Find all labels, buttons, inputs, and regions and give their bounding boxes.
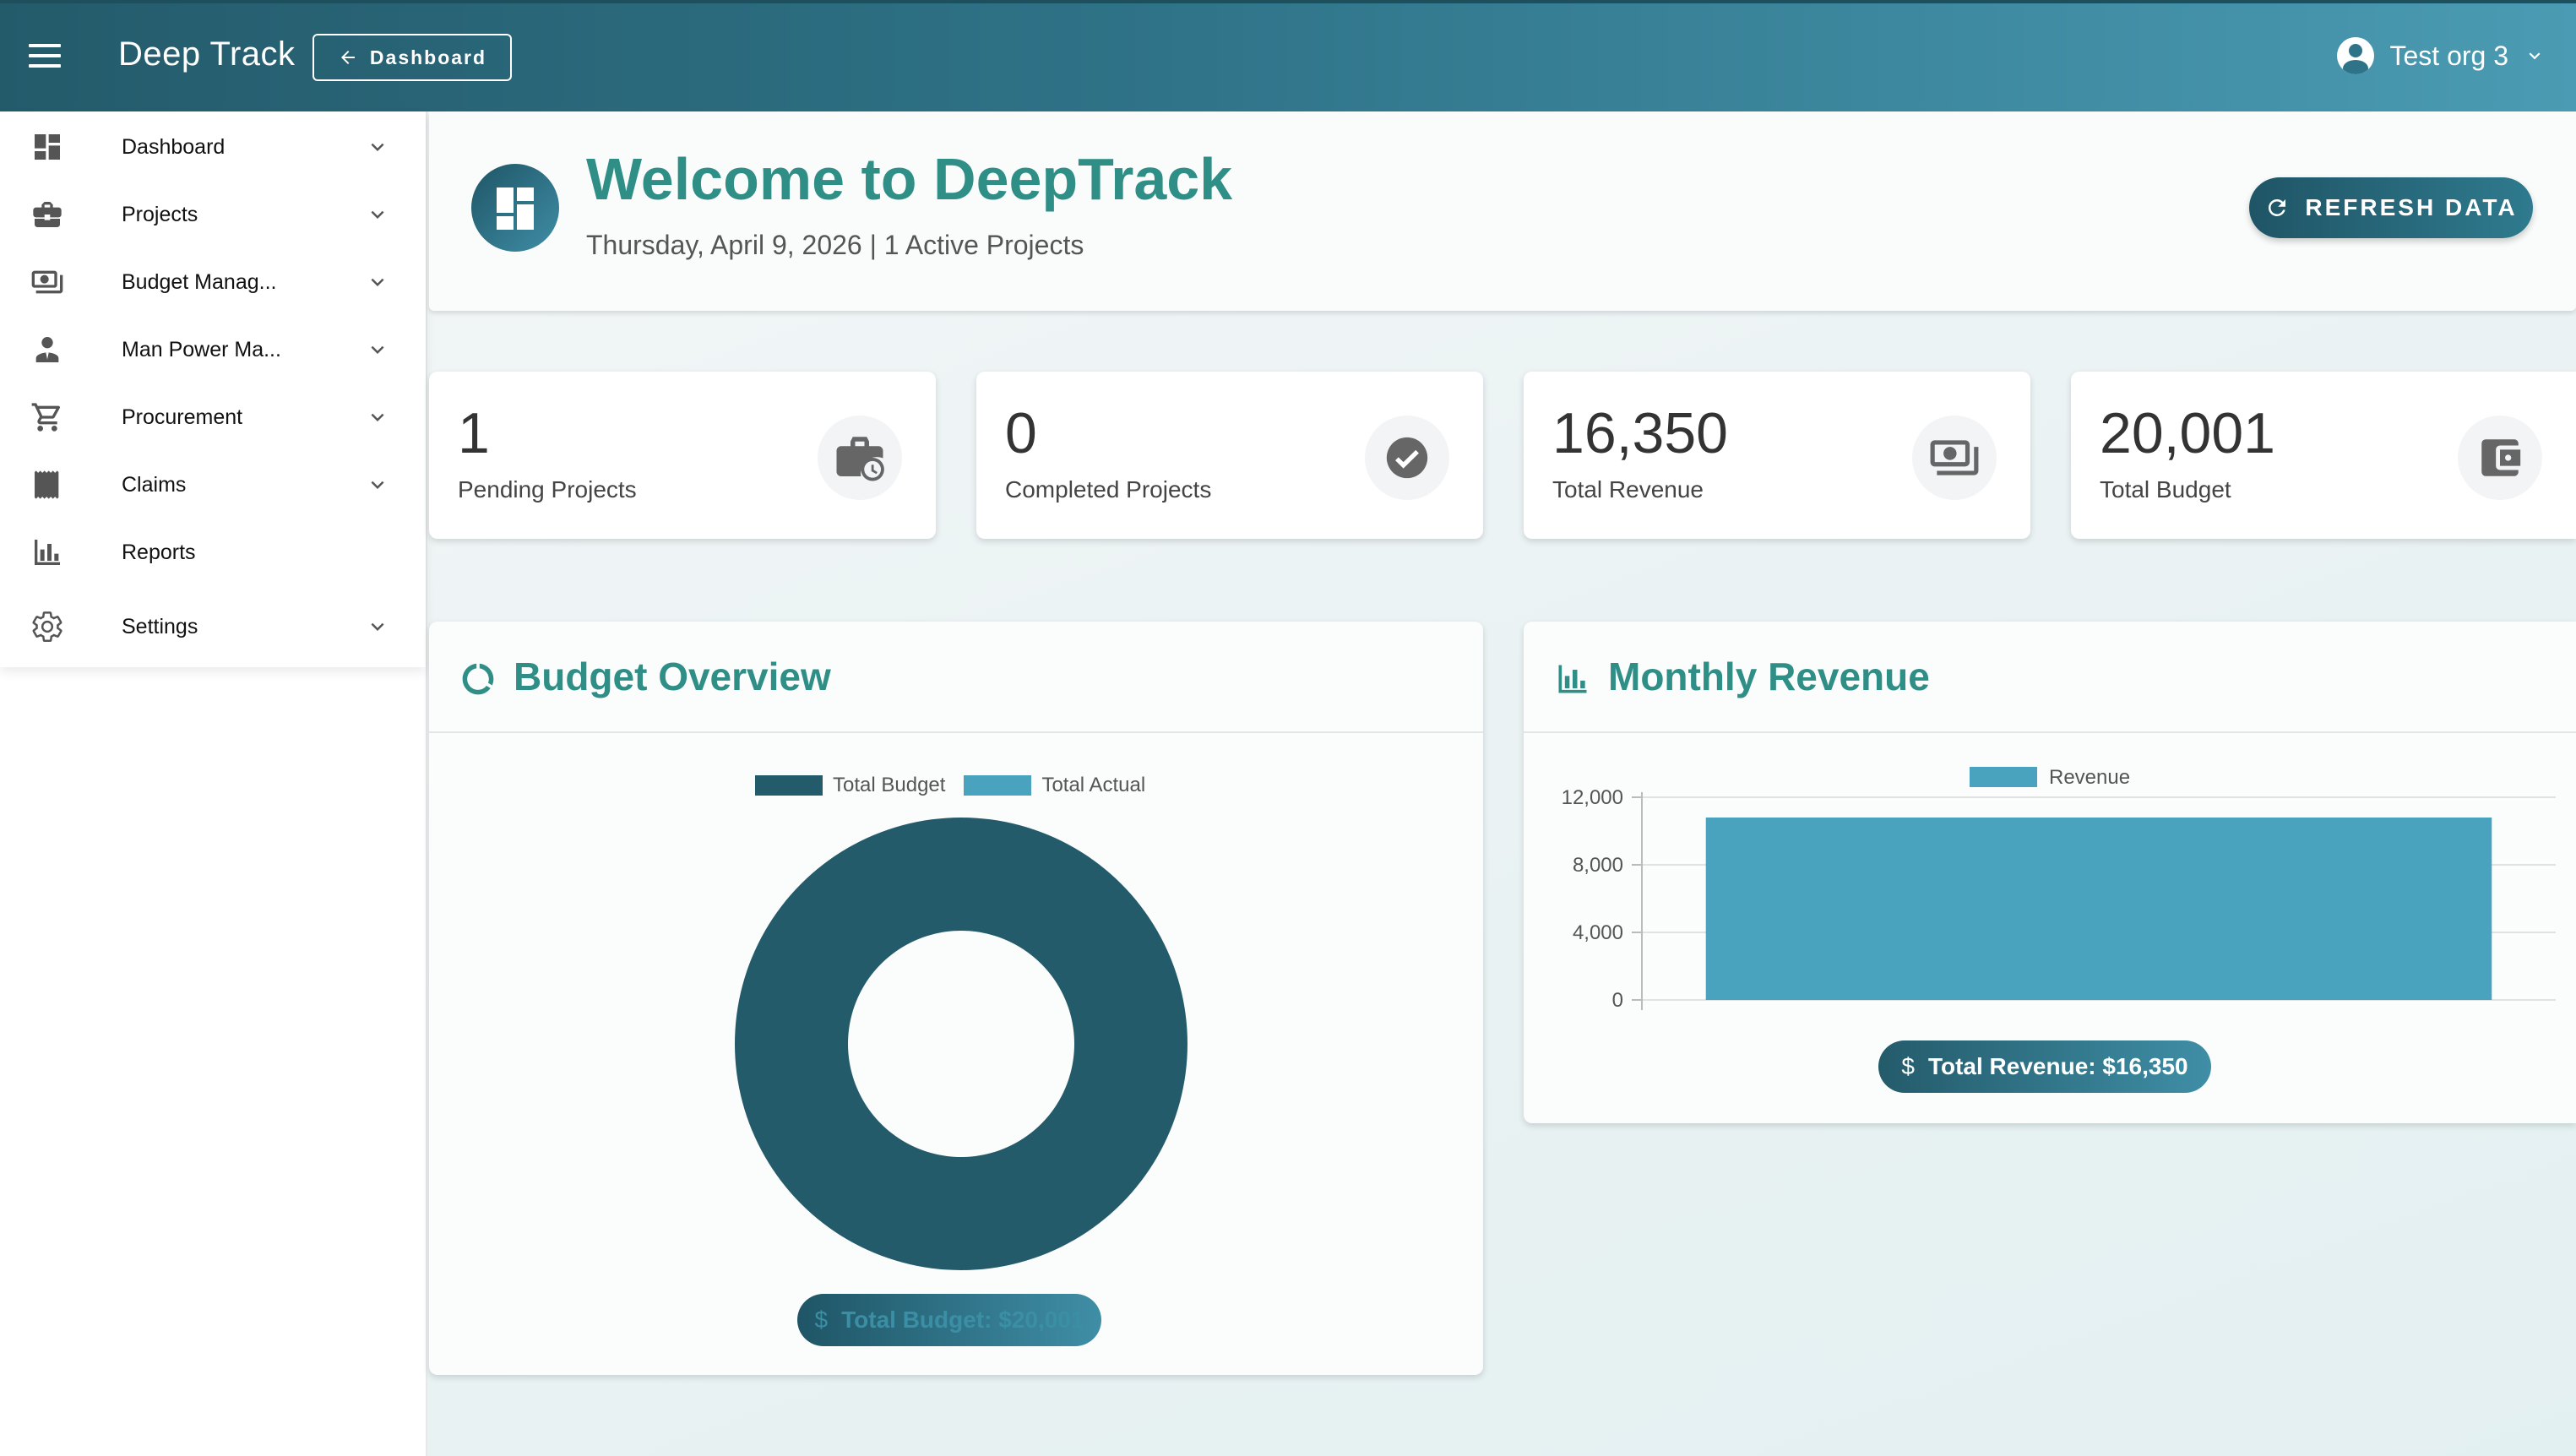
- cart-icon: [30, 400, 64, 434]
- sidebar-item-label: Settings: [122, 614, 198, 638]
- stat-value: 1: [458, 401, 490, 465]
- stat-label: Total Budget: [2100, 476, 2231, 503]
- gear-icon: [30, 610, 64, 644]
- y-tick-label: 8,000: [1573, 854, 1623, 877]
- sidebar-item-dashboard[interactable]: Dashboard: [0, 113, 426, 181]
- panel-header: Budget Overview: [429, 622, 1483, 733]
- wallet-icon: [2458, 416, 2542, 500]
- donut-chart-icon: [462, 663, 494, 695]
- total-budget-label: Total Budget: $20,001: [841, 1307, 1084, 1333]
- legend-label: Revenue: [2049, 766, 2130, 789]
- account-circle-icon: [2337, 37, 2375, 74]
- budget-donut-chart: [734, 818, 1187, 1270]
- sidebar-item-budget-management[interactable]: Budget Manag...: [0, 248, 426, 316]
- chart-legend: Revenue: [1970, 766, 2130, 789]
- sidebar-item-label: Man Power Ma...: [122, 337, 281, 361]
- stat-card-total-budget: 20,001 Total Budget: [2071, 372, 2576, 539]
- person-icon: [30, 333, 64, 367]
- dashboard-badge: [471, 164, 559, 252]
- briefcase-icon: [30, 198, 64, 231]
- chevron-down-icon[interactable]: [365, 134, 390, 160]
- stat-card-completed-projects: 0 Completed Projects: [976, 372, 1483, 539]
- menu-icon[interactable]: [29, 44, 61, 69]
- panel-title: Budget Overview: [514, 655, 831, 698]
- arrow-left-icon: [340, 51, 355, 64]
- sidebar-item-label: Procurement: [122, 405, 243, 429]
- chart-legend: Total Budget Total Actual: [755, 774, 1145, 797]
- sidebar-item-label: Claims: [122, 472, 187, 497]
- sidebar-item-projects[interactable]: Projects: [0, 181, 426, 248]
- sidebar-item-claims[interactable]: Claims: [0, 451, 426, 519]
- dollar-icon: $: [814, 1307, 829, 1333]
- user-menu[interactable]: Test org 3: [2337, 37, 2546, 74]
- briefcase-clock-icon: [818, 416, 902, 500]
- sidebar: Dashboard Projects Budget Manag... Man P…: [0, 111, 427, 1456]
- check-circle-icon: [1365, 416, 1449, 500]
- sidebar-item-man-power-management[interactable]: Man Power Ma...: [0, 316, 426, 383]
- bar-chart-icon: [30, 535, 64, 569]
- panel-header: Monthly Revenue: [1524, 622, 2576, 733]
- sidebar-item-label: Projects: [122, 202, 198, 226]
- sidebar-item-label: Dashboard: [122, 134, 226, 159]
- page-subtitle: Thursday, April 9, 2026 | 1 Active Proje…: [586, 230, 1084, 260]
- sidebar-item-reports[interactable]: Reports: [0, 519, 426, 586]
- stat-value: 0: [1005, 401, 1037, 465]
- legend-swatch-total-actual: [964, 775, 1032, 796]
- sidebar-item-settings[interactable]: Settings: [0, 586, 426, 667]
- stat-label: Completed Projects: [1005, 476, 1212, 503]
- stat-value: 20,001: [2100, 401, 2275, 465]
- y-tick-label: 12,000: [1562, 786, 1623, 809]
- stat-value: 16,350: [1552, 401, 1728, 465]
- bar-chart-icon: [1558, 665, 1587, 693]
- dashboard-icon: [30, 130, 64, 164]
- page-title: Welcome to DeepTrack: [586, 146, 1233, 212]
- sidebar-item-procurement[interactable]: Procurement: [0, 383, 426, 451]
- receipt-icon: [30, 468, 64, 502]
- dollar-icon: $: [1901, 1053, 1915, 1079]
- bar-apr[interactable]: [1705, 818, 2492, 1000]
- legend-label: Total Budget: [833, 774, 946, 796]
- stat-card-pending-projects: 1 Pending Projects: [429, 372, 936, 539]
- sidebar-nav: Dashboard Projects Budget Manag... Man P…: [0, 111, 426, 667]
- refresh-data-button[interactable]: REFRESH DATA: [2249, 177, 2533, 238]
- budget-overview-panel: Budget Overview Total Budget Total Actua…: [429, 622, 1483, 1375]
- back-to-dashboard-button[interactable]: Dashboard: [312, 34, 512, 81]
- legend-label: Total Actual: [1041, 774, 1146, 796]
- y-tick-label: 0: [1612, 989, 1623, 1010]
- top-app-bar: Deep Track Dashboard Test org 3: [0, 0, 2576, 111]
- money-icon: [30, 265, 64, 299]
- chevron-down-icon[interactable]: [365, 202, 390, 227]
- chevron-down-icon[interactable]: [365, 269, 390, 295]
- total-revenue-pill: $ Total Revenue: $16,350: [1878, 1040, 2211, 1093]
- stat-label: Pending Projects: [458, 476, 637, 503]
- chevron-down-icon: [2529, 52, 2541, 60]
- legend-swatch-total-budget: [755, 775, 823, 796]
- chevron-down-icon[interactable]: [365, 472, 390, 497]
- app-title: Deep Track: [118, 35, 296, 73]
- refresh-icon: [2269, 198, 2286, 216]
- chevron-down-icon[interactable]: [365, 405, 390, 430]
- sidebar-item-label: Budget Manag...: [122, 269, 277, 294]
- stat-label: Total Revenue: [1552, 476, 1704, 503]
- refresh-label: REFRESH DATA: [2305, 194, 2518, 220]
- money-icon: [1912, 416, 1997, 500]
- panel-title: Monthly Revenue: [1608, 655, 1930, 698]
- total-budget-pill: $ Total Budget: $20,001: [797, 1294, 1101, 1346]
- chevron-down-icon[interactable]: [365, 614, 390, 639]
- welcome-card: Welcome to DeepTrack Thursday, April 9, …: [429, 111, 2576, 311]
- donut-slice-total-budget[interactable]: [734, 818, 1187, 1270]
- legend-swatch-revenue: [1970, 767, 2037, 787]
- dashboard-icon: [497, 187, 534, 230]
- y-tick-label: 4,000: [1573, 921, 1623, 944]
- monthly-revenue-panel: Monthly Revenue Revenue 0 4,000 8,000 12,000…: [1524, 622, 2576, 1123]
- chevron-down-icon[interactable]: [365, 337, 390, 362]
- breadcrumb-label: Dashboard: [369, 46, 487, 68]
- stat-card-total-revenue: 16,350 Total Revenue: [1524, 372, 2030, 539]
- total-revenue-label: Total Revenue: $16,350: [1927, 1053, 2188, 1079]
- user-name: Test org 3: [2389, 40, 2508, 71]
- sidebar-item-label: Reports: [122, 540, 196, 564]
